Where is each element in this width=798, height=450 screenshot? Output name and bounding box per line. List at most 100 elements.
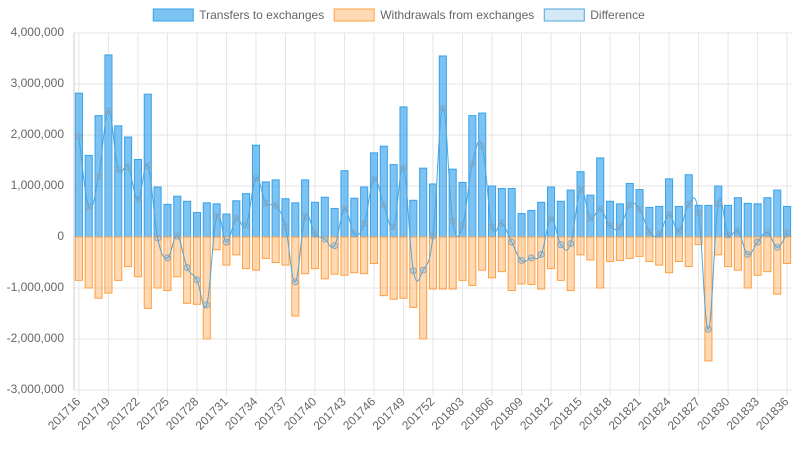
bar [251,236,260,271]
bar [389,236,398,300]
difference-point [321,235,329,243]
bar [419,236,428,340]
difference-point [95,173,103,181]
bar [350,236,359,274]
difference-point [636,205,644,213]
legend-item: Withdrawals from exchanges [333,8,534,22]
difference-line [78,107,788,330]
bar [114,125,123,238]
difference-point [449,217,457,225]
bar [546,236,556,270]
bar [763,236,772,273]
bar [261,181,270,238]
bar [556,200,565,238]
y-tick-label: -3,000,000 [7,382,65,396]
bar [576,236,585,256]
bar [104,54,113,238]
difference-point [537,250,545,258]
difference-point [272,201,280,209]
difference-point [399,164,407,172]
difference-point [498,219,506,227]
bar [409,199,418,238]
bar [124,236,133,268]
bar [478,112,487,238]
difference-point [203,301,211,309]
difference-point [380,201,388,209]
bar [507,236,516,292]
difference-point [409,267,417,275]
y-tick-label: 3,000,000 [11,76,65,90]
bar [183,200,192,238]
legend-swatch [333,8,375,22]
difference-point [626,201,634,209]
bar [724,236,733,268]
bar [202,236,211,340]
y-tick-label: -2,000,000 [7,331,65,345]
bar [379,145,388,238]
legend-item: Difference [543,8,645,22]
bar [665,236,674,274]
legend-item: Transfers to exchanges [152,8,324,22]
bar [743,202,752,238]
difference-point [331,242,339,250]
y-tick-label: 0 [57,229,64,243]
bar [478,236,487,271]
bar [251,144,260,238]
bar [537,201,546,238]
bar [684,236,693,268]
bar [153,186,162,238]
bar [448,168,457,238]
bar [733,236,742,271]
difference-point [370,175,378,183]
difference-point [665,211,673,219]
bar [714,236,723,256]
difference-point [183,264,191,272]
bar [694,236,703,246]
difference-point [350,230,358,238]
difference-point [114,165,122,173]
bar [94,236,103,299]
bar [438,236,447,290]
bar [291,236,300,317]
bar [163,236,172,292]
y-tick-label: 1,000,000 [11,178,65,192]
bar [635,236,644,257]
difference-point [547,215,555,223]
bar [596,157,605,238]
bar [173,195,182,238]
bar [301,236,310,275]
bar [222,213,231,238]
difference-point [242,221,250,229]
difference-point [783,229,791,237]
bar [310,236,320,270]
difference-point [232,215,240,223]
difference-point [301,213,309,221]
bar [773,236,782,295]
bar [546,186,556,238]
difference-point [144,162,152,170]
bar [665,178,674,238]
legend-label: Difference [590,8,645,22]
difference-point [527,254,535,262]
legend-swatch [152,8,194,22]
bar [497,236,506,273]
difference-point [459,222,467,230]
bar [615,203,624,238]
difference-point [75,133,83,141]
legend-label: Transfers to exchanges [199,8,324,22]
difference-point [606,222,614,230]
difference-point [724,231,732,239]
bar [242,236,251,270]
bar [261,236,270,259]
difference-point [163,254,171,262]
bar [399,236,408,299]
bar [379,236,388,297]
bar [606,236,615,262]
bar [576,171,585,238]
bar [448,236,457,290]
difference-point [124,163,132,171]
bar [74,92,83,238]
bar [163,203,172,238]
difference-point [311,230,319,238]
bar [192,212,201,238]
